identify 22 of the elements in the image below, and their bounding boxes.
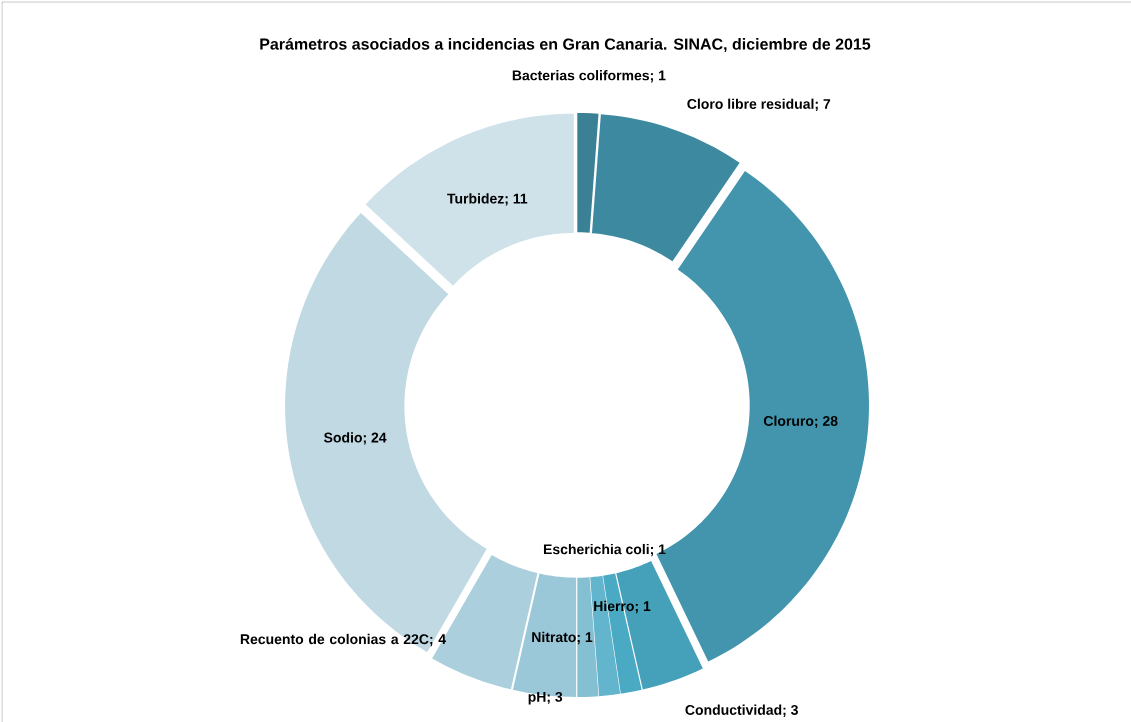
slice-label: pH	[528, 692, 546, 705]
slice-label: Bacterias coliformes	[512, 70, 650, 81]
data-label: ; 3	[547, 691, 563, 704]
slice-label: Sodio	[324, 432, 362, 443]
slice-label: Conductividad	[685, 704, 782, 715]
data-label: ; 1	[650, 70, 666, 83]
data-label: ; 1	[577, 632, 593, 645]
data-label: ; 24	[363, 432, 387, 445]
data-label: ; 28	[815, 416, 838, 428]
slice-label: Cloruro	[763, 415, 814, 426]
data-label: ; 11	[505, 193, 528, 206]
data-label: ; 1	[635, 601, 651, 614]
data-label: ; 1	[650, 544, 666, 557]
slice-label: Recuento de colonias a 22C	[240, 633, 429, 645]
slice-label: Nitrato	[532, 631, 576, 643]
data-label: ; 7	[815, 99, 831, 111]
slice-label: Escherichia coli	[543, 543, 649, 555]
chart-title: Parámetros asociados a incidencias en Gran Canaria. SINAC, diciembre de 2015	[260, 37, 871, 53]
data-label: ; 4	[430, 634, 446, 647]
slice-label: Cloro libre residual	[687, 98, 814, 109]
data-label: ; 3	[783, 704, 798, 717]
slice-label: Turbidez	[447, 193, 504, 204]
